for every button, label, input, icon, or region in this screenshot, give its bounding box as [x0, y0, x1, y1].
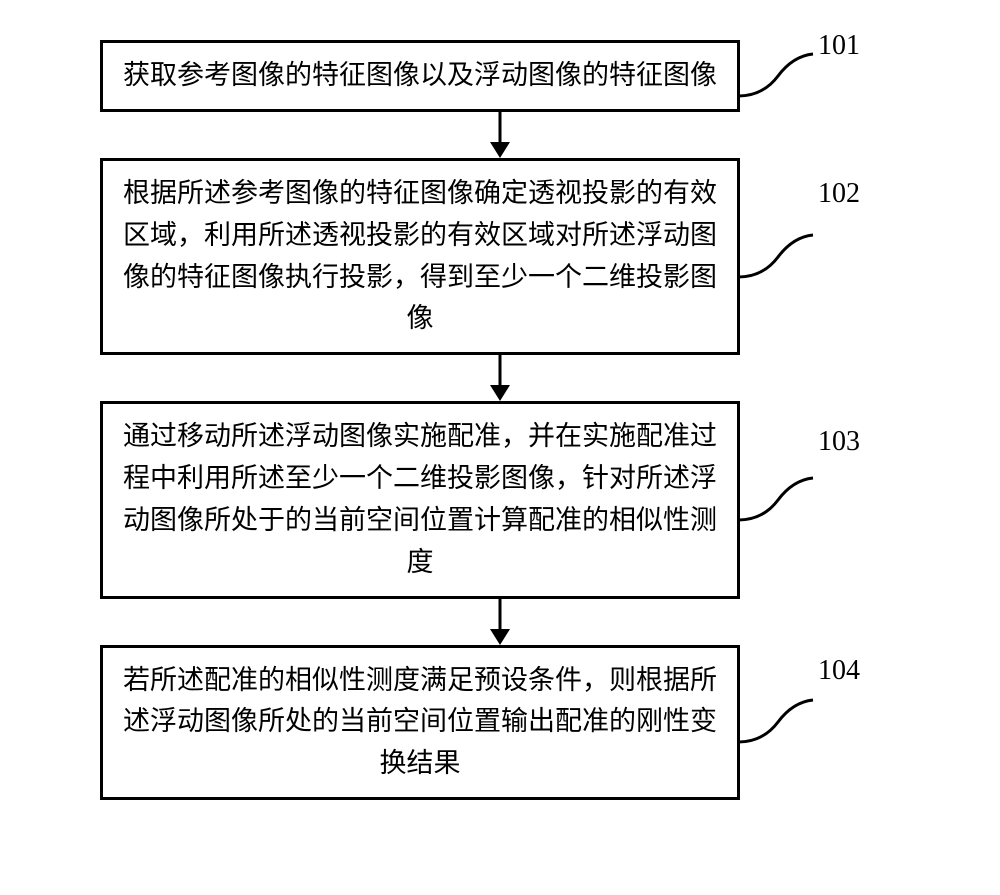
- label-wrap: 101: [740, 40, 900, 112]
- step-label: 101: [818, 30, 860, 62]
- connector-curve-icon: [738, 227, 818, 287]
- step-box-4: 若所述配准的相似性测度满足预设条件，则根据所述浮动图像所处的当前空间位置输出配准…: [100, 645, 740, 801]
- step-row: 若所述配准的相似性测度满足预设条件，则根据所述浮动图像所处的当前空间位置输出配准…: [100, 645, 900, 801]
- step-row: 通过移动所述浮动图像实施配准，并在实施配准过程中利用所述至少一个二维投影图像，针…: [100, 401, 900, 598]
- step-text: 若所述配准的相似性测度满足预设条件，则根据所述浮动图像所处的当前空间位置输出配准…: [123, 660, 717, 786]
- step-box-1: 获取参考图像的特征图像以及浮动图像的特征图像: [100, 40, 740, 112]
- arrow-down-icon: [180, 355, 820, 401]
- step-row: 根据所述参考图像的特征图像确定透视投影的有效区域，利用所述透视投影的有效区域对所…: [100, 158, 900, 355]
- flowchart-container: 获取参考图像的特征图像以及浮动图像的特征图像 101 根据所述参考图像的特征图像…: [100, 40, 900, 800]
- connector-curve-icon: [738, 46, 818, 106]
- step-box-3: 通过移动所述浮动图像实施配准，并在实施配准过程中利用所述至少一个二维投影图像，针…: [100, 401, 740, 598]
- arrow-down-icon: [180, 599, 820, 645]
- step-text: 根据所述参考图像的特征图像确定透视投影的有效区域，利用所述透视投影的有效区域对所…: [123, 173, 717, 340]
- step-text: 获取参考图像的特征图像以及浮动图像的特征图像: [123, 55, 717, 97]
- arrow-down-icon: [180, 112, 820, 158]
- label-wrap: 102: [740, 158, 900, 355]
- label-wrap: 103: [740, 401, 900, 598]
- step-box-2: 根据所述参考图像的特征图像确定透视投影的有效区域，利用所述透视投影的有效区域对所…: [100, 158, 740, 355]
- connector-curve-icon: [738, 692, 818, 752]
- step-label: 103: [818, 426, 860, 458]
- step-row: 获取参考图像的特征图像以及浮动图像的特征图像 101: [100, 40, 900, 112]
- step-text: 通过移动所述浮动图像实施配准，并在实施配准过程中利用所述至少一个二维投影图像，针…: [123, 416, 717, 583]
- step-label: 104: [818, 655, 860, 687]
- label-wrap: 104: [740, 645, 900, 801]
- connector-curve-icon: [738, 470, 818, 530]
- step-label: 102: [818, 178, 860, 210]
